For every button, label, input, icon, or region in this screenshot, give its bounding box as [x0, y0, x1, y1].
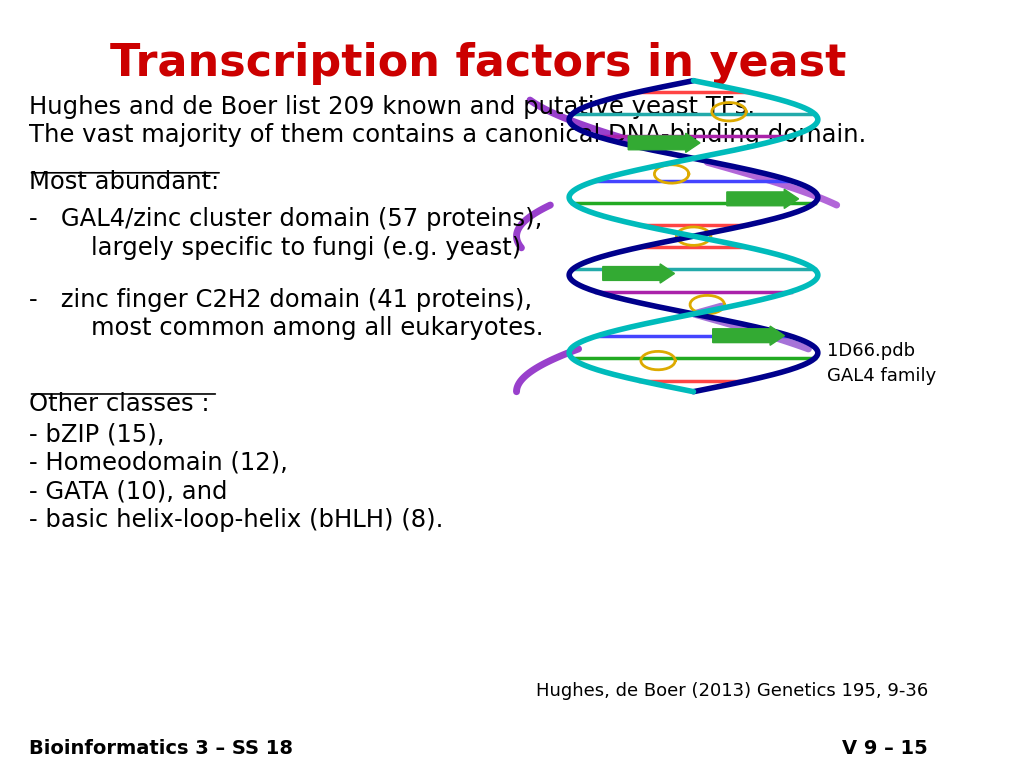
Text: Other classes :: Other classes : — [29, 392, 209, 415]
Text: - Homeodomain (12),: - Homeodomain (12), — [29, 451, 288, 475]
Text: most common among all eukaryotes.: most common among all eukaryotes. — [29, 316, 543, 340]
FancyArrow shape — [629, 134, 700, 152]
Text: Transcription factors in yeast: Transcription factors in yeast — [111, 42, 847, 85]
FancyArrow shape — [727, 189, 799, 208]
Text: 1D66.pdb: 1D66.pdb — [827, 342, 915, 359]
Text: largely specific to fungi (e.g. yeast): largely specific to fungi (e.g. yeast) — [29, 236, 521, 260]
Text: Bioinformatics 3 – SS 18: Bioinformatics 3 – SS 18 — [29, 739, 293, 758]
Text: Hughes, de Boer (2013) Genetics 195, 9-36: Hughes, de Boer (2013) Genetics 195, 9-3… — [536, 682, 928, 700]
Text: V 9 – 15: V 9 – 15 — [842, 739, 928, 758]
Text: Most abundant:: Most abundant: — [29, 170, 219, 194]
FancyArrow shape — [603, 264, 675, 283]
Text: -   GAL4/zinc cluster domain (57 proteins),: - GAL4/zinc cluster domain (57 proteins)… — [29, 207, 542, 231]
Text: GAL4 family: GAL4 family — [827, 367, 937, 385]
Text: Hughes and de Boer list 209 known and putative yeast TFs.: Hughes and de Boer list 209 known and pu… — [29, 95, 755, 119]
FancyArrow shape — [713, 326, 784, 346]
Text: - bZIP (15),: - bZIP (15), — [29, 422, 164, 446]
Text: - GATA (10), and: - GATA (10), and — [29, 479, 227, 503]
Text: -   zinc finger C2H2 domain (41 proteins),: - zinc finger C2H2 domain (41 proteins), — [29, 288, 531, 312]
Text: The vast majority of them contains a canonical DNA-binding domain.: The vast majority of them contains a can… — [29, 123, 866, 147]
Text: - basic helix-loop-helix (bHLH) (8).: - basic helix-loop-helix (bHLH) (8). — [29, 508, 443, 531]
